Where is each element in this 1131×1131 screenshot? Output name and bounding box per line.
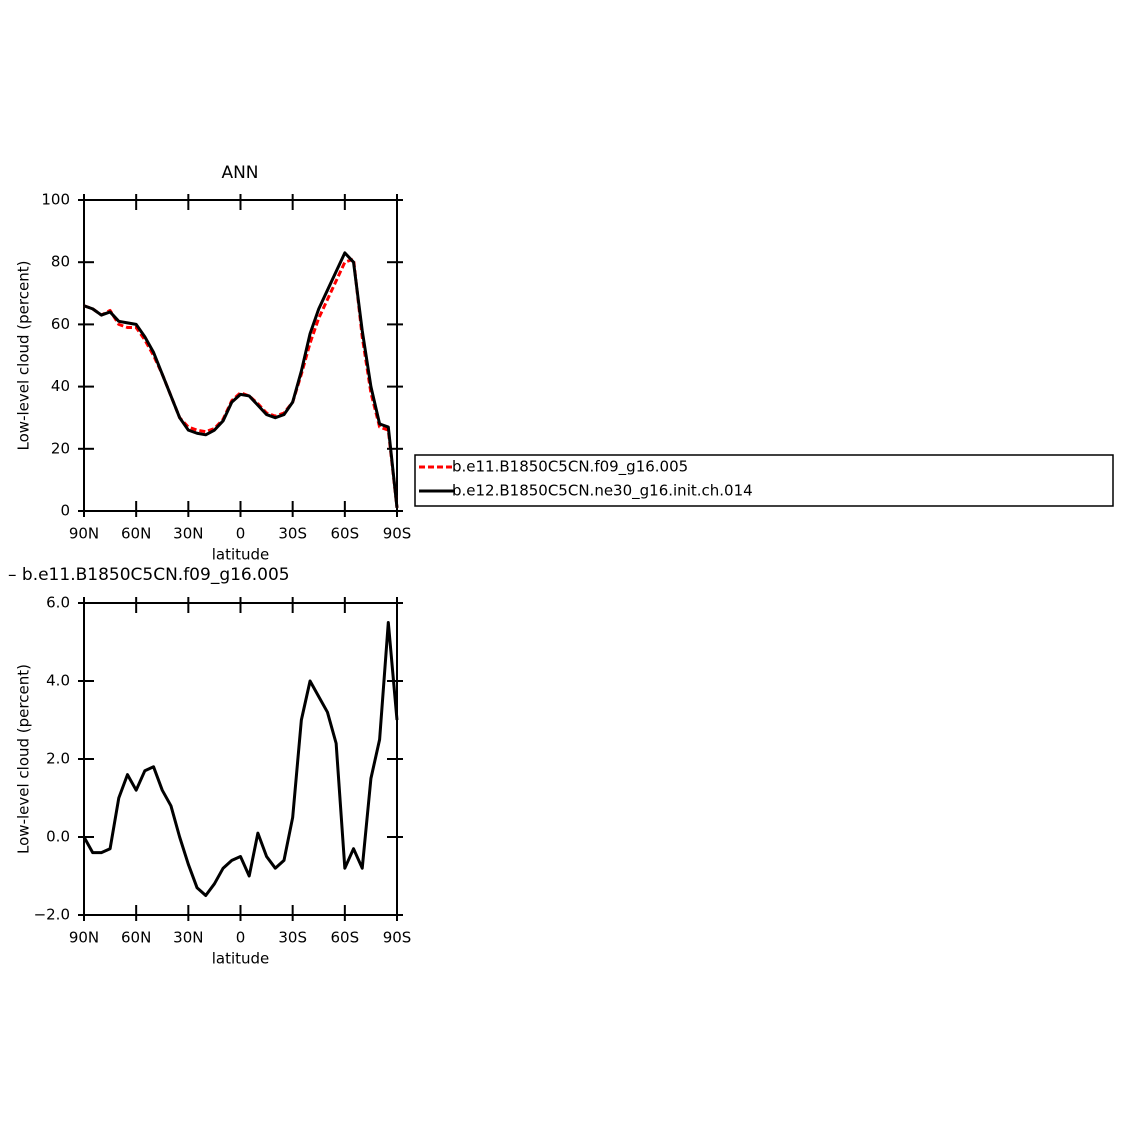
x-tick-label: 30S [278,929,307,947]
y-tick-label: 4.0 [46,672,70,690]
y-tick-label: 0.0 [46,828,70,846]
y-axis-label: Low-level cloud (percent) [15,261,33,451]
y-tick-label: −2.0 [34,906,70,924]
plot-frame [83,199,398,512]
y-tick-label: 0 [60,502,70,520]
y-tick-label: 2.0 [46,750,70,768]
legend-label: b.e11.B1850C5CN.f09_g16.005 [452,458,688,477]
x-axis-label: latitude [212,950,270,968]
x-tick-label: 0 [236,929,246,947]
x-tick-label: 90S [383,525,412,543]
x-tick-label: 60N [121,525,151,543]
y-tick-label: 100 [41,191,70,209]
data-line [82,621,399,897]
chart-title: ANN [221,163,258,183]
x-tick-label: 30N [173,929,203,947]
plot-frame [83,602,398,916]
y-tick-label: 6.0 [46,594,70,612]
y-tick-label: 80 [51,253,70,271]
x-tick-label: 60S [331,929,360,947]
legend-label: b.e12.B1850C5CN.ne30_g16.init.ch.014 [452,482,753,501]
chart-title: – b.e11.B1850C5CN.f09_g16.005 [8,565,290,585]
legend-box [414,454,1114,507]
y-tick-label: 40 [51,377,70,395]
x-axis-label: latitude [212,546,270,564]
y-axis-label: Low-level cloud (percent) [15,664,33,854]
y-tick-label: 20 [51,439,70,457]
x-tick-label: 0 [236,525,246,543]
x-tick-label: 30S [278,525,307,543]
x-tick-label: 60N [121,929,151,947]
data-line [83,251,399,509]
x-tick-label: 90N [69,525,99,543]
x-tick-label: 90S [383,929,412,947]
x-tick-label: 60S [331,525,360,543]
x-tick-label: 30N [173,525,203,543]
x-tick-label: 90N [69,929,99,947]
y-tick-label: 60 [51,315,70,333]
data-line [83,257,399,509]
